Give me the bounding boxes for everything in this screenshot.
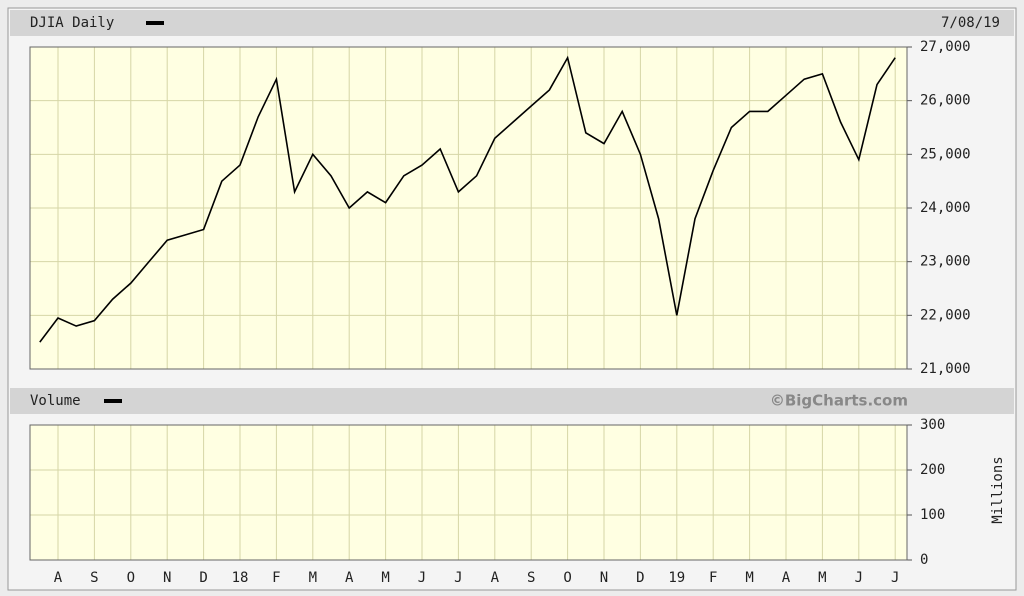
y-tick-label: 23,000	[920, 254, 971, 270]
x-tick-label: M	[381, 570, 389, 586]
x-tick-label: J	[418, 570, 426, 586]
x-tick-label: J	[891, 570, 899, 586]
source: ©BigCharts.com	[770, 392, 908, 410]
x-tick-label: S	[527, 570, 535, 586]
legend-label: DJIA Daily	[30, 15, 114, 31]
y-axis-label: Millions	[990, 456, 1006, 523]
x-tick-label: J	[454, 570, 462, 586]
x-tick-label: S	[90, 570, 98, 586]
x-tick-label: N	[600, 570, 608, 586]
y-tick-label: 26,000	[920, 93, 971, 109]
x-tick-label: N	[163, 570, 171, 586]
header-bar	[10, 388, 1014, 414]
y-tick-label: 300	[920, 417, 945, 433]
panel-title: Volume	[30, 393, 81, 409]
x-tick-label: F	[272, 570, 280, 586]
x-tick-label: 18	[232, 570, 249, 586]
y-tick-label: 27,000	[920, 39, 971, 55]
x-tick-label: A	[491, 570, 500, 586]
x-tick-label: A	[54, 570, 63, 586]
plot-border	[29, 46, 908, 370]
x-tick-label: O	[563, 570, 571, 586]
header-bar	[10, 10, 1014, 36]
x-tick-label: D	[199, 570, 207, 586]
y-tick-label: 21,000	[920, 361, 971, 377]
y-tick-label: 24,000	[920, 200, 971, 216]
x-tick-label: A	[782, 570, 791, 586]
x-tick-label: 19	[668, 570, 685, 586]
x-tick-label: M	[745, 570, 753, 586]
price-line	[39, 55, 896, 343]
x-tick-label: F	[709, 570, 717, 586]
x-tick-label: M	[818, 570, 826, 586]
y-tick-label: 0	[920, 552, 928, 568]
date: 7/08/19	[941, 15, 1000, 31]
x-tick-label: D	[636, 570, 644, 586]
x-tick-label: M	[309, 570, 317, 586]
x-tick-label: O	[127, 570, 135, 586]
x-tick-label: A	[345, 570, 354, 586]
y-tick-label: 22,000	[920, 307, 971, 323]
x-tick-label: J	[855, 570, 863, 586]
plot-area	[29, 424, 908, 561]
y-tick-label: 25,000	[920, 146, 971, 162]
legend-swatch	[146, 21, 164, 25]
y-tick-label: 100	[920, 507, 945, 523]
plot-border	[29, 424, 908, 561]
y-tick-label: 200	[920, 462, 945, 478]
legend-swatch	[104, 399, 122, 403]
